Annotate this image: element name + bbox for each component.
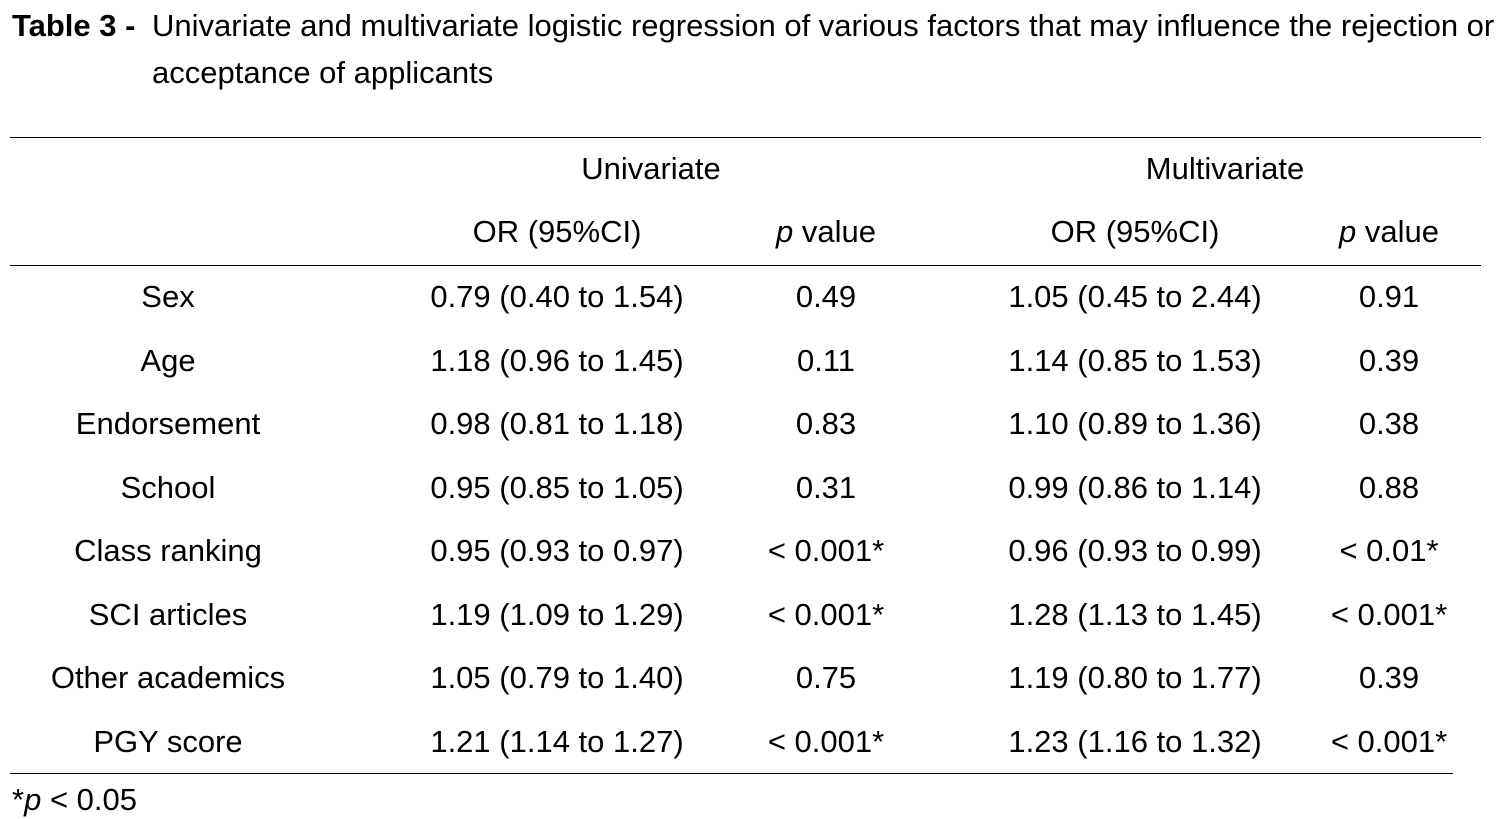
cell-factor: Sex [141,279,195,314]
cell-multi-p: < 0.01* [1339,533,1439,568]
cell-multi-or: 1.10 (0.89 to 1.36) [1008,406,1262,441]
footnote-italic: p [24,782,42,817]
table-caption-label: Table 3 - [12,8,136,43]
header-p-rest: value [793,214,876,249]
cell-multi-or: 0.99 (0.86 to 1.14) [1008,469,1262,505]
table-footnote: *p < 0.05 [12,781,137,819]
table-bottom-rule [10,773,1453,774]
cell-multi-p: 0.91 [1358,279,1420,314]
cell-uni-or: 0.95 (0.93 to 0.97) [430,533,684,568]
table-header-rule [10,265,1481,266]
cell-multi-p: < 0.001* [1330,723,1448,759]
cell-uni-or: 0.79 (0.40 to 1.54) [430,279,684,314]
cell-uni-or: 1.05 (0.79 to 1.40) [430,660,684,695]
cell-uni-or: 0.98 (0.81 to 1.18) [430,406,684,441]
cell-factor: Other academics [50,660,286,695]
table-caption-text: Univariate and multivariate logistic reg… [152,8,1495,90]
header-univariate-or: OR (95%CI) [472,214,642,249]
cell-factor: School [120,469,216,505]
cell-multi-p: 0.39 [1358,342,1420,378]
table-top-rule [10,137,1481,138]
cell-uni-p: < 0.001* [767,596,885,632]
cell-factor: SCI articles [88,596,248,632]
cell-multi-or: 1.28 (1.13 to 1.45) [1008,596,1262,632]
cell-factor: Endorsement [75,406,261,441]
cell-multi-or: 0.96 (0.93 to 0.99) [1008,533,1262,568]
cell-uni-or: 1.21 (1.14 to 1.27) [430,723,684,759]
cell-factor: Age [140,342,196,378]
cell-multi-or: 1.23 (1.16 to 1.32) [1008,723,1262,759]
cell-uni-p: 0.31 [795,469,857,505]
header-p-italic: p [1339,214,1357,249]
cell-multi-or: 1.14 (0.85 to 1.53) [1008,342,1262,378]
cell-uni-p: 0.75 [795,660,857,695]
cell-multi-p: 0.38 [1358,406,1420,441]
footnote-star: * [12,782,25,817]
header-multivariate: Multivariate [1145,151,1305,186]
cell-uni-or: 0.95 (0.85 to 1.05) [430,469,684,505]
header-multivariate-or: OR (95%CI) [1050,214,1220,249]
cell-uni-p: 0.49 [795,279,857,314]
cell-multi-or: 1.05 (0.45 to 2.44) [1008,279,1262,314]
cell-multi-p: 0.39 [1358,660,1420,695]
header-univariate: Univariate [581,151,721,186]
cell-factor: PGY score [93,723,243,759]
cell-uni-or: 1.19 (1.09 to 1.29) [430,596,684,632]
cell-uni-p: 0.83 [795,406,857,441]
cell-multi-or: 1.19 (0.80 to 1.77) [1008,660,1262,695]
cell-factor: Class ranking [74,533,262,568]
header-p-rest: value [1356,214,1439,249]
cell-multi-p: 0.88 [1358,469,1420,505]
cell-uni-p: < 0.001* [767,723,885,759]
cell-uni-p: 0.11 [796,342,856,378]
cell-multi-p: < 0.001* [1330,596,1448,632]
cell-uni-or: 1.18 (0.96 to 1.45) [430,342,684,378]
header-multivariate-p: p value [1339,212,1439,252]
cell-uni-p: < 0.001* [767,533,885,568]
footnote-rest: < 0.05 [41,782,137,817]
header-univariate-p: p value [776,212,876,252]
header-p-italic: p [776,214,794,249]
